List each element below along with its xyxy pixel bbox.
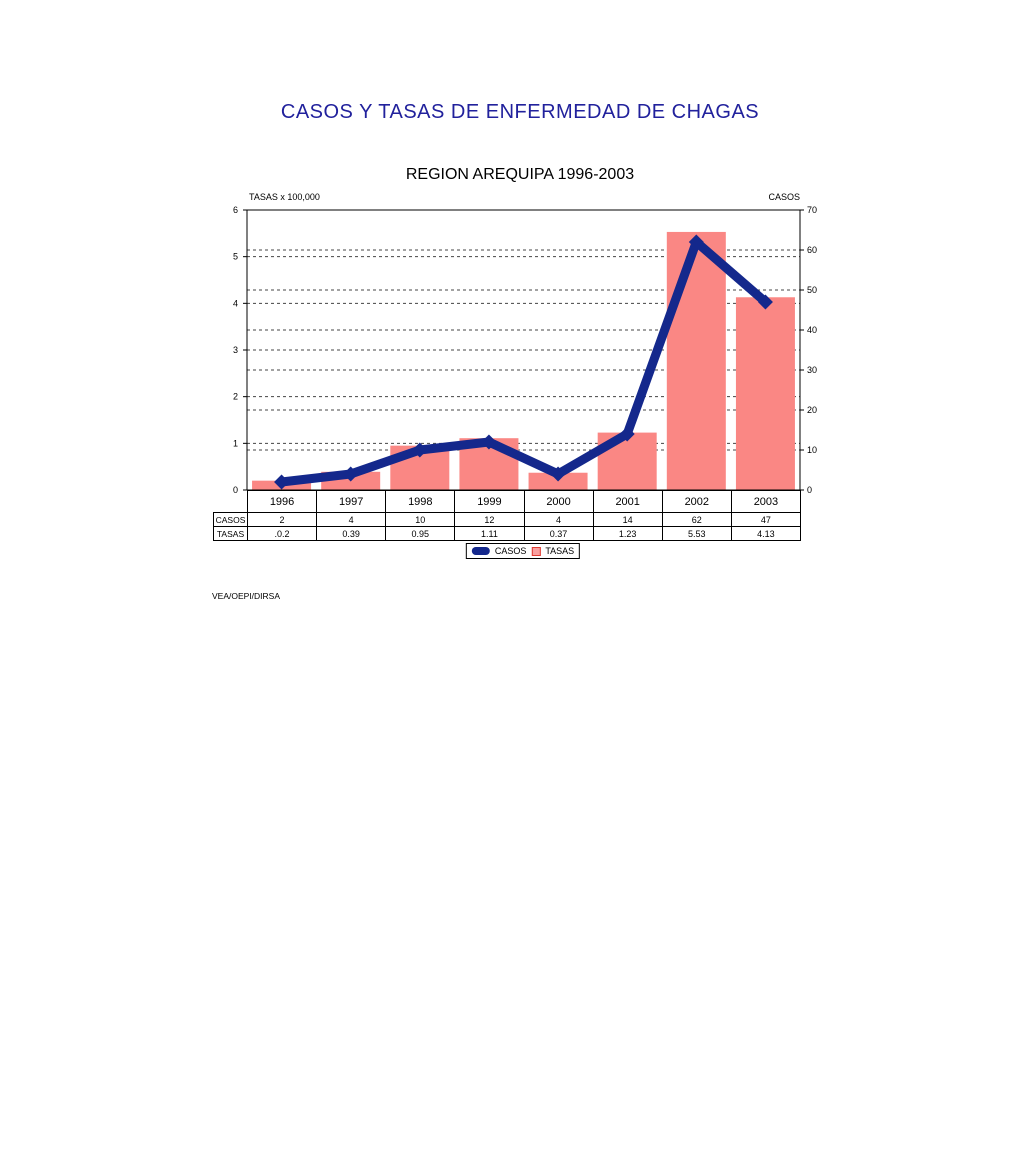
- right-axis-tick-label: 50: [807, 285, 817, 295]
- right-axis-tick-label: 60: [807, 245, 817, 255]
- row-header-cell: CASOS: [213, 512, 248, 527]
- data-table: 1996 1997 1998 1999 2000 2001 2002 2003 CASOS 2 4 1…: [213, 490, 802, 541]
- left-axis-tick-label: 3: [233, 345, 238, 355]
- tasas-bar-legend-marker: [531, 546, 541, 556]
- chart-legend: CASOS TASAS: [465, 543, 581, 559]
- year-cell: 2003: [730, 490, 802, 513]
- casos-line-legend-marker: [471, 547, 490, 555]
- value-cell: 10: [385, 512, 456, 527]
- table-row: TASAS .0.2 0.39 0.95 1.11 0.37 1.23 5.53 4.13: [213, 526, 802, 541]
- left-axis-title: TASAS x 100,000: [249, 192, 320, 202]
- value-cell: 12: [454, 512, 525, 527]
- legend-label: TASAS: [545, 546, 575, 556]
- year-cell: 2001: [592, 490, 663, 513]
- legend-label: CASOS: [494, 546, 527, 556]
- left-axis-tick-label: 2: [233, 392, 238, 402]
- footer-source: VEA/OEPI/DIRSA: [212, 591, 281, 601]
- value-cell: 4: [523, 512, 594, 527]
- left-axis-tick-label: 0: [233, 485, 238, 495]
- left-axis-tick-label: 6: [233, 205, 238, 215]
- right-axis-tick-label: 20: [807, 405, 817, 415]
- value-cell: 1.23: [592, 526, 663, 541]
- year-cell: 2000: [523, 490, 594, 513]
- value-cell: 2: [246, 512, 318, 527]
- casos-line: [277, 237, 770, 487]
- year-cell: 1999: [454, 490, 525, 513]
- value-cell: .0.2: [246, 526, 318, 541]
- value-cell: 0.39: [316, 526, 387, 541]
- year-cell: 1997: [316, 490, 387, 513]
- right-axis-tick-label: 70: [807, 205, 817, 215]
- chart-title: REGION AREQUIPA 1996-2003: [405, 166, 635, 183]
- right-axis-tick-label: 40: [807, 325, 817, 335]
- left-axis-tick-label: 5: [233, 252, 238, 262]
- right-axis-tick-label: 0: [807, 485, 812, 495]
- page-title: CASOS Y TASAS DE ENFERMEDAD DE CHAGAS: [280, 101, 760, 123]
- value-cell: 62: [661, 512, 732, 527]
- right-axis-tick-label: 30: [807, 365, 817, 375]
- tasas-bar: [735, 297, 795, 490]
- year-header-row: 1996 1997 1998 1999 2000 2001 2002 2003: [214, 490, 802, 513]
- tasas-bar: [666, 231, 726, 490]
- table-row: CASOS 2 4 10 12 4 14 62 47: [213, 512, 802, 527]
- table-corner-cell: [214, 491, 248, 513]
- value-cell: 4: [316, 512, 387, 527]
- value-cell: 1.11: [454, 526, 525, 541]
- value-cell: 47: [730, 512, 802, 527]
- year-cell: 1996: [246, 490, 318, 513]
- value-cell: 4.13: [730, 526, 802, 541]
- value-cell: 0.37: [523, 526, 594, 541]
- year-cell: 1998: [385, 490, 456, 513]
- casos-line-series: [274, 234, 773, 490]
- row-header-cell: TASAS: [213, 526, 248, 541]
- gridlines: [247, 249, 800, 451]
- year-cell: 2002: [661, 490, 732, 513]
- tasas-bar-series: [252, 231, 795, 490]
- value-cell: 14: [592, 512, 663, 527]
- left-axis-tick-label: 4: [233, 298, 238, 308]
- value-cell: 0.95: [385, 526, 456, 541]
- right-axis-title: CASOS: [768, 192, 800, 202]
- value-cell: 5.53: [661, 526, 732, 541]
- left-axis-tick-label: 1: [233, 438, 238, 448]
- right-axis-tick-label: 10: [807, 445, 817, 455]
